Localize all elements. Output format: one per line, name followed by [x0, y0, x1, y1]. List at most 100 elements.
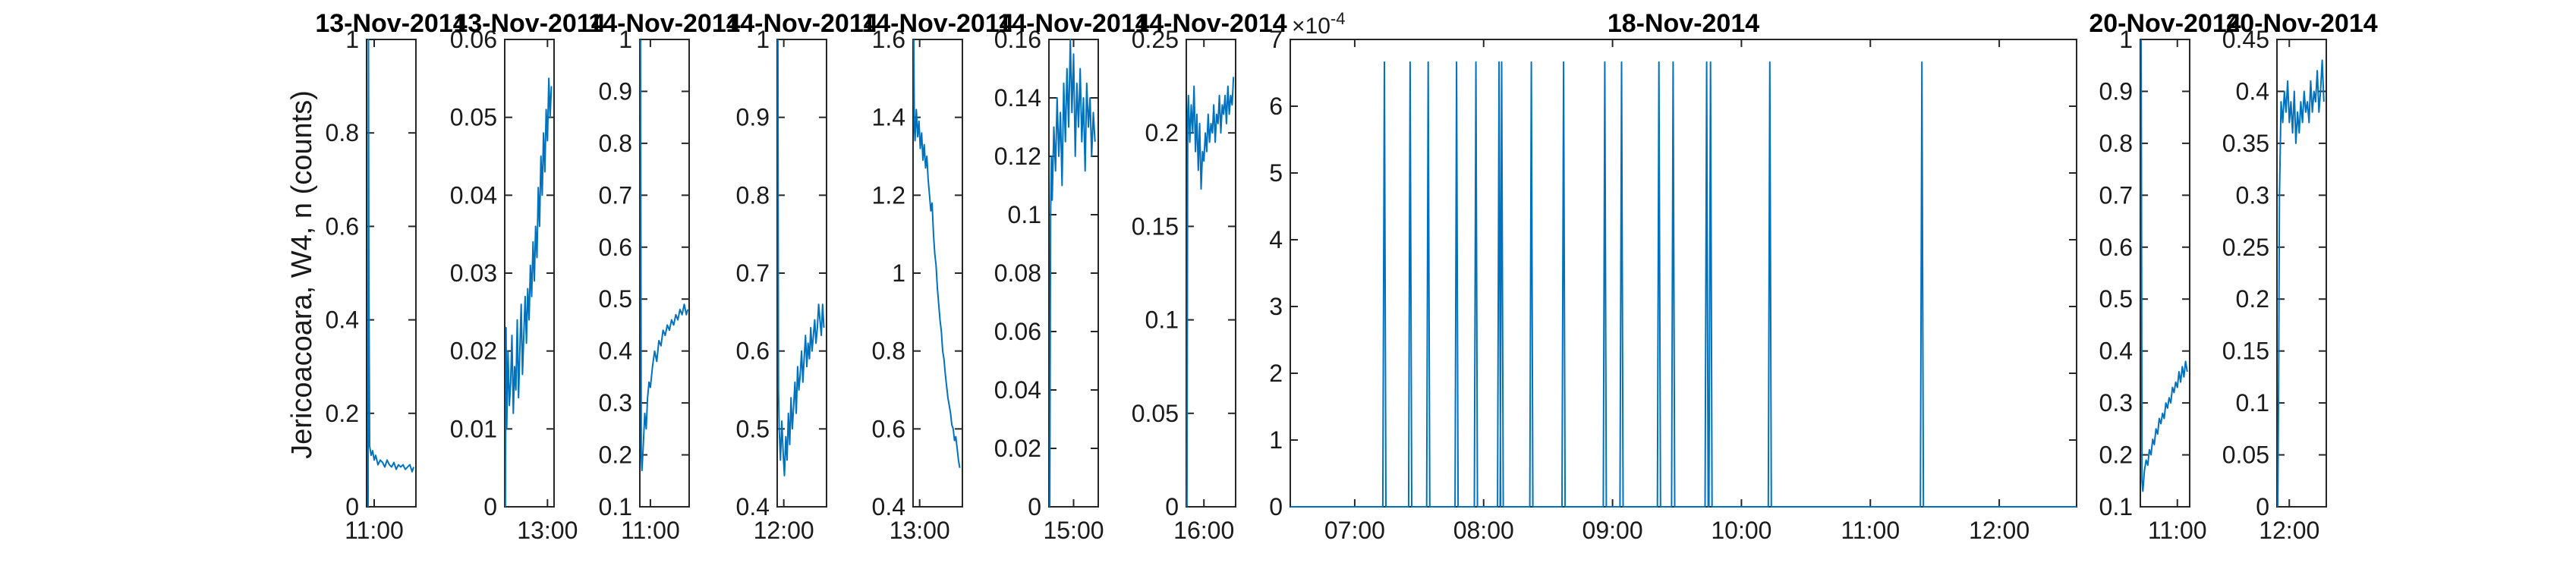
panel-2: 0 0.01 0.02 0.03 0.04 0.05 0.06 13:00 13-Nov-201… — [450, 9, 606, 544]
y-tick-label: 0.25 — [1132, 26, 1179, 53]
y-tick-label: 0.01 — [450, 415, 497, 442]
y-tick-label: 4 — [1269, 226, 1283, 253]
y-tick-label: 0.4 — [2099, 338, 2133, 365]
y-tick-label: 1 — [619, 26, 632, 53]
y-tick-label: 0.4 — [872, 493, 905, 520]
panel-7: 0 0.05 0.1 0.15 0.2 0.25 16:00 14-Nov-2014 — [1132, 9, 1287, 544]
y-tick-label: 1 — [345, 26, 359, 53]
y-tick-label: 0.04 — [994, 376, 1041, 404]
y-tick-label: 0.9 — [2099, 77, 2133, 105]
y-tick-label: 1 — [892, 259, 905, 287]
y-tick-label: 0.9 — [599, 77, 632, 105]
y-tick-label: 0.05 — [1132, 400, 1179, 427]
series-line — [367, 39, 414, 508]
panel-title: 14-Nov-2014 — [1135, 9, 1286, 38]
y-tick-label: 0 — [2256, 493, 2269, 520]
y-tick-label: 0 — [1028, 493, 1041, 520]
y-tick-label: 0 — [483, 493, 497, 520]
panel-title: 14-Nov-2014 — [726, 9, 877, 38]
panel-5: 0.4 0.6 0.8 1 1.2 1.4 1.6 13:00 14-Nov-2014 — [861, 9, 1013, 544]
y-tick-label: 0.02 — [994, 435, 1041, 462]
panel-title: 20-Nov-2014 — [2089, 9, 2241, 38]
y-tick-label: 0.8 — [599, 130, 632, 157]
x-tick-label: 10:00 — [1711, 517, 1771, 544]
y-tick-label: 1 — [2119, 26, 2133, 53]
y-tick-label: 0.4 — [2236, 77, 2269, 105]
y-tick-label: 0.7 — [599, 181, 632, 209]
series-line — [2277, 59, 2325, 508]
y-tick-label: 0.7 — [736, 259, 770, 287]
panel-9: 0.1 0.2 0.3 0.4 0.5 0.6 0.7 0.8 0.9 1 11:00 20-Nov-… — [2089, 9, 2241, 544]
panel-1: 0 0.2 0.4 0.6 0.8 1 11:00 13-Nov-2014 — [315, 9, 467, 544]
panel-title: 13-Nov-2014 — [315, 9, 467, 38]
x-tick-label: 07:00 — [1324, 517, 1385, 544]
series-line — [912, 39, 961, 468]
y-tick-label: 0.8 — [326, 119, 359, 146]
y-tick-label: 0.05 — [450, 104, 497, 131]
y-tick-label: 0.5 — [599, 285, 632, 313]
panels-group: 0 0.2 0.4 0.6 0.8 1 11:00 13-Nov-2014 0 0.01 0.02 0… — [315, 9, 2377, 544]
x-tick-label: 12:00 — [754, 517, 814, 544]
y-tick-label: 0.15 — [2222, 338, 2269, 365]
x-tick-label: 13:00 — [517, 517, 578, 544]
y-tick-label: 2 — [1269, 360, 1283, 387]
series-line — [2140, 39, 2188, 492]
y-tick-label: 0.5 — [736, 415, 770, 442]
series-line — [1186, 77, 1235, 508]
y-tick-label: 0.04 — [450, 181, 497, 209]
panel-title: 14-Nov-2014 — [997, 9, 1149, 38]
y-tick-label: 0.4 — [599, 338, 632, 365]
y-tick-label: 0.1 — [599, 493, 632, 520]
x-tick-label: 13:00 — [890, 517, 950, 544]
y-exponent-label: ×10-4 — [1292, 9, 1345, 39]
y-tick-label: 0.16 — [994, 26, 1041, 53]
y-tick-label: 0.4 — [326, 307, 359, 334]
panel-3: 0.1 0.2 0.3 0.4 0.5 0.6 0.7 0.8 0.9 1 11:00 14-Nov-… — [588, 9, 740, 544]
y-tick-label: 1.2 — [872, 181, 905, 209]
panel-8: 0 1 2 3 4 5 6 7 07:00 08:00 09:00 10:00 11:00 12:00 ×1… — [1269, 9, 2077, 544]
y-tick-label: 0.25 — [2222, 234, 2269, 261]
y-tick-label: 0.3 — [2099, 389, 2133, 417]
y-tick-label: 0.08 — [994, 259, 1041, 287]
panel-4: 0.4 0.5 0.6 0.7 0.8 0.9 1 12:00 14-Nov-2014 — [726, 9, 877, 544]
y-tick-label: 0.35 — [2222, 130, 2269, 157]
y-axis-label: Jericoacoara, W4, n (counts) — [286, 90, 318, 459]
y-tick-label: 6 — [1269, 93, 1283, 120]
y-tick-label: 0.2 — [326, 400, 359, 427]
y-tick-label: 0.2 — [599, 442, 632, 469]
y-tick-label: 1.6 — [872, 26, 905, 53]
series-line — [639, 39, 689, 472]
y-tick-label: 0.05 — [2222, 442, 2269, 469]
y-tick-label: 0.06 — [450, 26, 497, 53]
y-tick-label: 0.02 — [450, 338, 497, 365]
y-tick-label: 0.3 — [2236, 181, 2269, 209]
y-tick-label: 0.2 — [2099, 442, 2133, 469]
y-tick-label: 0.1 — [1008, 201, 1041, 228]
y-tick-label: 0 — [1269, 493, 1283, 520]
axes-box — [2140, 39, 2190, 508]
y-tick-label: 0 — [1165, 493, 1179, 520]
series-line — [1049, 39, 1096, 508]
y-tick-label: 0.8 — [736, 181, 770, 209]
y-tick-label: 0.6 — [599, 234, 632, 261]
x-tick-label: 12:00 — [1969, 517, 2030, 544]
x-tick-label: 09:00 — [1582, 517, 1643, 544]
y-tick-label: 0.6 — [2099, 234, 2133, 261]
y-tick-label: 1 — [756, 26, 770, 53]
x-tick-label: 11:00 — [1841, 517, 1900, 544]
y-tick-label: 0.9 — [736, 104, 770, 131]
y-tick-label: 0.8 — [2099, 130, 2133, 157]
panel-title: 13-Nov-2014 — [453, 9, 605, 38]
y-tick-label: 0.5 — [2099, 285, 2133, 313]
y-tick-label: 0.6 — [736, 338, 770, 365]
x-tick-label: 16:00 — [1173, 517, 1234, 544]
series-line — [504, 77, 553, 508]
y-tick-label: 0.6 — [326, 212, 359, 240]
x-tick-label: 11:00 — [345, 517, 404, 544]
y-tick-label: 5 — [1269, 159, 1283, 187]
y-tick-label: 3 — [1269, 293, 1283, 320]
y-tick-label: 0.14 — [994, 84, 1041, 112]
axes-box — [366, 39, 417, 508]
y-tick-label: 0.2 — [2236, 285, 2269, 313]
y-tick-label: 0.12 — [994, 143, 1041, 170]
